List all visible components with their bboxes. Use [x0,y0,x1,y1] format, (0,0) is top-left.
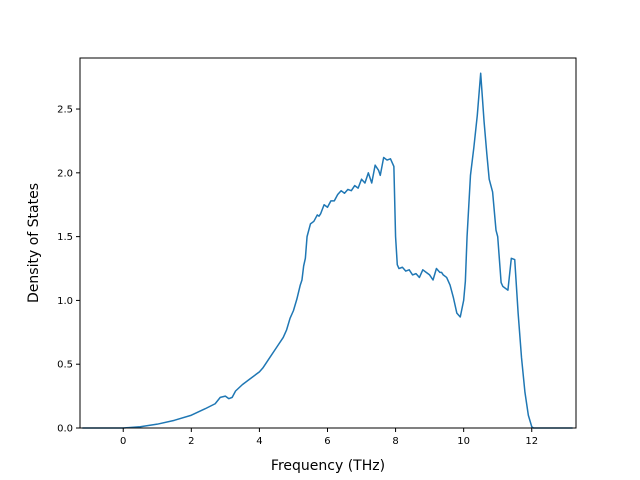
x-tick-label: 8 [392,436,398,447]
y-tick-label: 2.0 [57,168,73,179]
x-axis-ticks: 0 2 4 6 8 10 12 [120,428,538,447]
x-tick-label: 0 [120,436,126,447]
x-tick-label: 4 [256,436,262,447]
x-tick-label: 2 [188,436,194,447]
y-tick-label: 1.0 [57,296,73,307]
axes-frame [79,57,577,429]
y-tick-label: 0.0 [57,424,73,435]
x-axis-label: Frequency (THz) [271,458,385,474]
x-tick-label: 10 [457,436,470,447]
x-tick-label: 12 [525,436,538,447]
plot-layer [82,72,573,429]
y-tick-label: 1.5 [57,232,73,243]
y-tick-label: 2.5 [57,105,73,116]
dos-series-line [82,72,573,429]
y-tick-label: 0.5 [57,360,73,371]
y-axis-ticks: 0.0 0.5 1.0 1.5 2.0 2.5 [57,105,80,435]
y-axis-label: Density of States [26,183,42,303]
x-tick-label: 6 [324,436,330,447]
